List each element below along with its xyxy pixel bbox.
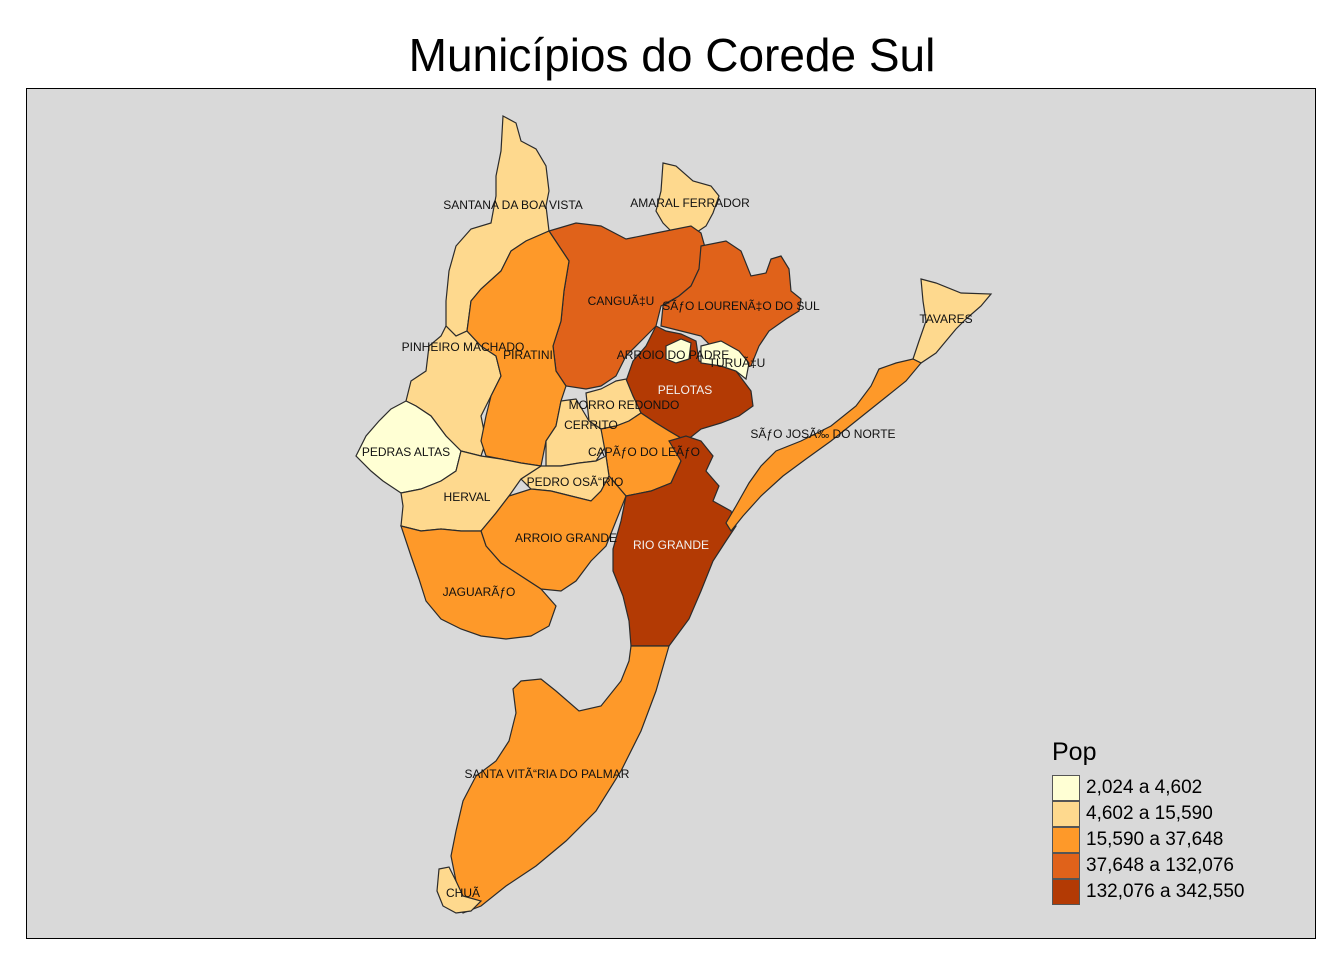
legend-label: 132,076 a 342,550 [1086, 881, 1245, 902]
legend-item: 2,024 a 4,602 [1052, 775, 1245, 801]
label-piratini: PIRATINI [503, 348, 553, 362]
legend-swatch [1052, 879, 1080, 905]
muni-turucu[interactable] [700, 340, 750, 381]
label-arroio-grande: ARROIO GRANDE [515, 531, 617, 545]
label-herval: HERVAL [444, 490, 491, 504]
legend-label: 37,648 a 132,076 [1086, 855, 1234, 876]
label-cangucu: CANGUÃ‡U [588, 294, 655, 308]
muni-tavares[interactable] [912, 278, 993, 364]
legend-swatch [1052, 775, 1080, 801]
legend-item: 132,076 a 342,550 [1052, 879, 1245, 905]
legend-label: 15,590 a 37,648 [1086, 829, 1224, 850]
legend-label: 4,602 a 15,590 [1086, 803, 1213, 824]
label-amaral-ferrador: AMARAL FERRADOR [630, 196, 750, 210]
legend-label: 2,024 a 4,602 [1086, 777, 1203, 798]
legend-swatch [1052, 853, 1080, 879]
label-jaguarao: JAGUARÃƒO [443, 585, 516, 599]
label-pinheiro-machado: PINHEIRO MACHADO [402, 340, 525, 354]
label-arroio-do-padre: ARROIO DO PADRE [617, 348, 729, 362]
label-sao-jose-do-norte: SÃƒO JOSÃ‰ DO NORTE [750, 427, 895, 441]
legend-swatch [1052, 827, 1080, 853]
label-cerrito: CERRITO [564, 418, 618, 432]
legend-swatch [1052, 801, 1080, 827]
label-morro-redondo: MORRO REDONDO [569, 398, 680, 412]
legend-item: 4,602 a 15,590 [1052, 801, 1245, 827]
muni-amaral-ferrador[interactable] [655, 162, 720, 237]
legend-item: 15,590 a 37,648 [1052, 827, 1245, 853]
muni-chui[interactable] [436, 866, 483, 914]
muni-rio-grande[interactable] [612, 435, 737, 647]
label-capao-do-leao: CAPÃƒO DO LEÃƒO [588, 445, 700, 459]
muni-jaguarao[interactable] [400, 525, 557, 640]
label-pedras-altas: PEDRAS ALTAS [362, 445, 450, 459]
map-title: Municípios do Corede Sul [408, 29, 936, 81]
legend-title: Pop [1052, 738, 1097, 766]
muni-sao-jose-do-norte[interactable] [725, 358, 922, 533]
muni-arroio-do-padre[interactable] [665, 338, 692, 364]
legend: Pop 2,024 a 4,602 4,602 a 15,590 15,590 … [1052, 738, 1245, 905]
muni-santa-vitoria-do-palmar[interactable] [450, 645, 670, 914]
label-tavares: TAVARES [919, 312, 972, 326]
label-rio-grande: RIO GRANDE [633, 538, 709, 552]
map-panel: SANTANA DA BOA VISTA AMARAL FERRADOR CAN… [26, 88, 1316, 939]
label-santa-vitoria-do-palmar: SANTA VITÃ“RIA DO PALMAR [465, 767, 630, 781]
label-pelotas: PELOTAS [658, 383, 712, 397]
muni-sao-lourenco-do-sul[interactable] [660, 240, 802, 370]
label-turucu: TURUÃ‡U [709, 356, 766, 370]
map-canvas: SANTANA DA BOA VISTA AMARAL FERRADOR CAN… [355, 115, 993, 914]
legend-item: 37,648 a 132,076 [1052, 853, 1245, 879]
label-santana-da-boa-vista: SANTANA DA BOA VISTA [443, 198, 583, 212]
label-pedro-osorio: PEDRO OSÃ“RIO [527, 475, 624, 489]
label-chui: CHUÃ [446, 886, 480, 900]
label-sao-lourenco-do-sul: SÃƒO LOURENÃ‡O DO SUL [662, 299, 820, 313]
